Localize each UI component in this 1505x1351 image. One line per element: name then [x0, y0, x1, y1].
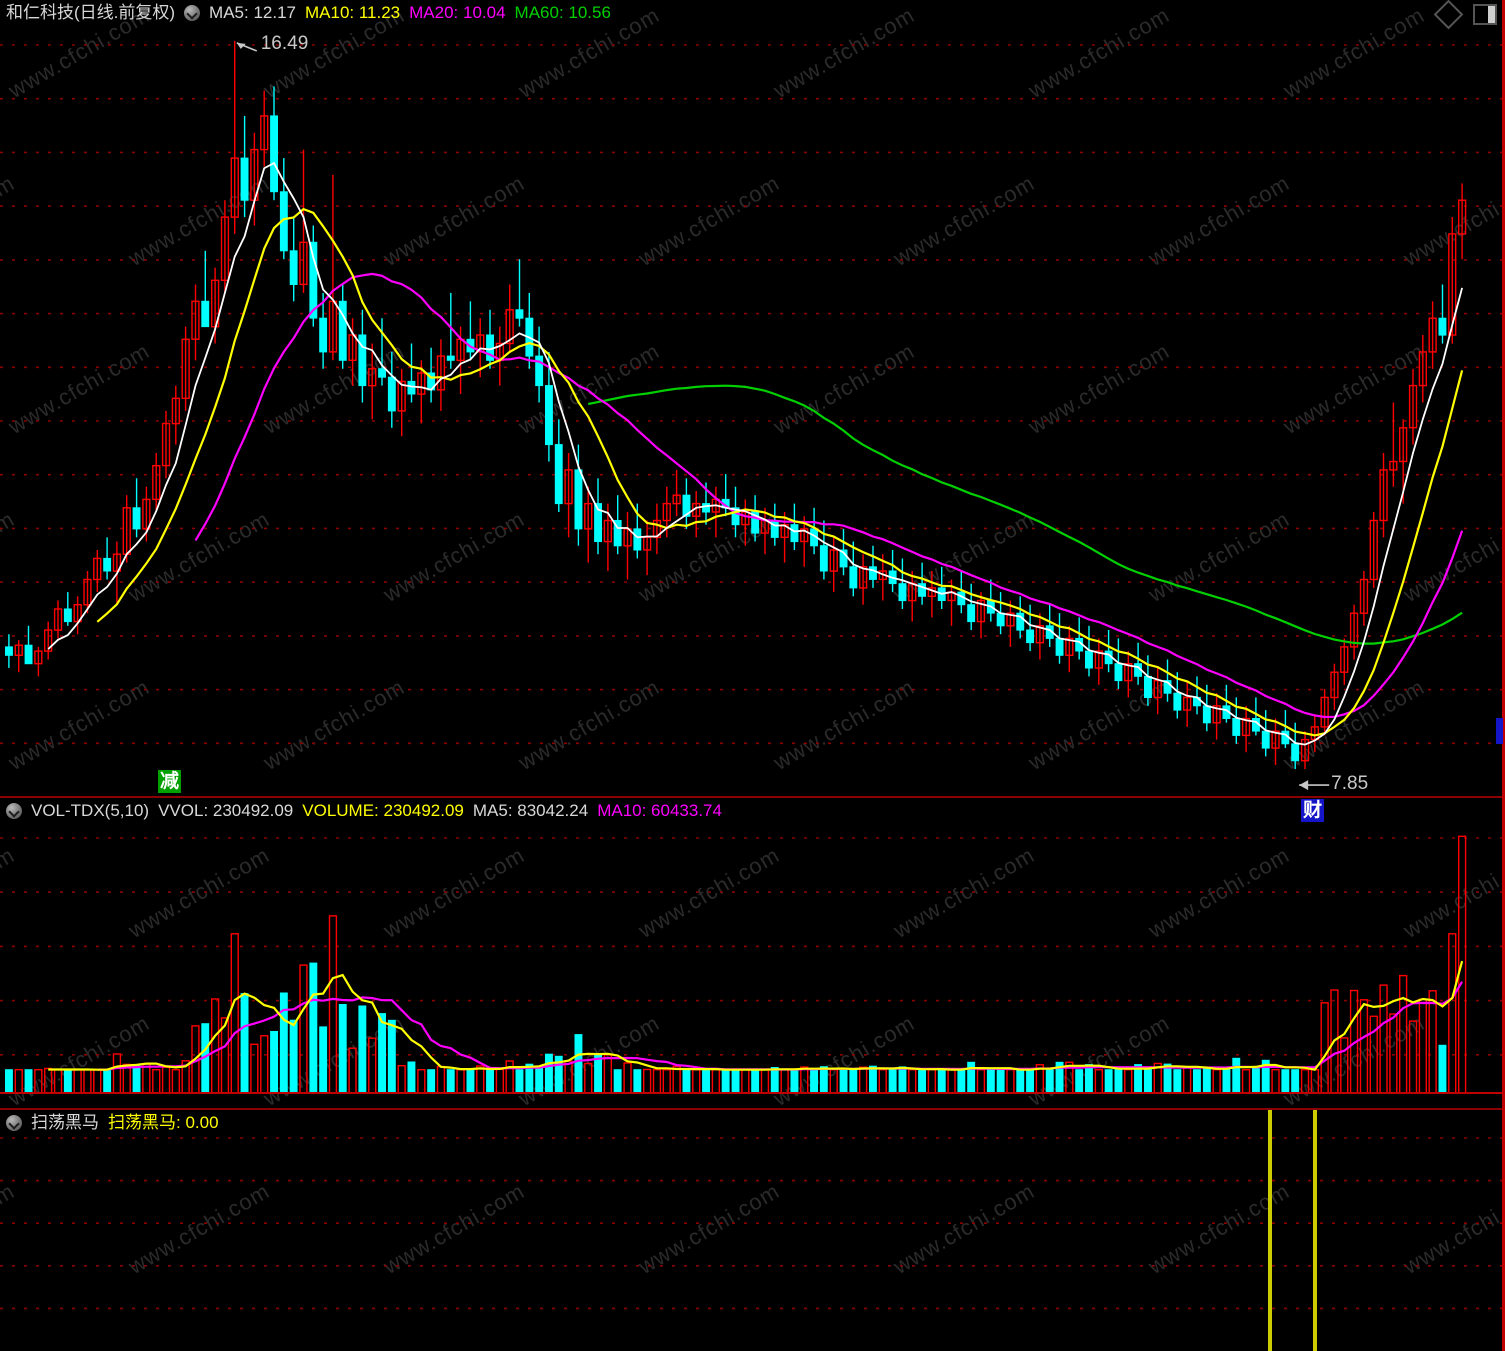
reduce-marker[interactable]: 减: [158, 770, 182, 793]
price-panel-header: 和仁科技(日线.前复权) MA5: 12.17 MA10: 11.23 MA20: 1…: [0, 0, 620, 26]
finance-marker[interactable]: 财: [1301, 799, 1325, 823]
ma5-legend: MA5: 12.17: [209, 3, 296, 22]
volume-ma10-value: MA10: 60433.74: [597, 801, 722, 820]
chevron-down-circle-icon[interactable]: [184, 5, 201, 21]
volume-ma5-value: MA5: 83042.24: [472, 801, 589, 820]
indicator-value: 扫荡黑马: 0.00: [108, 1113, 219, 1132]
chevron-down-circle-icon[interactable]: [6, 803, 22, 819]
diamond-icon[interactable]: [1433, 0, 1464, 30]
window-controls: [1433, 0, 1497, 30]
volume-indicator-name: VOL-TDX(5,10): [31, 801, 150, 820]
ma20-legend: MA20: 10.04: [409, 3, 506, 22]
high-price-label: 16.49: [260, 32, 309, 54]
volume-value: VOLUME: 230492.09: [302, 801, 464, 820]
price-chart-canvas[interactable]: [0, 0, 1505, 797]
vvol-value: VVOL: 230492.09: [158, 801, 294, 820]
volume-panel: [0, 798, 1505, 1109]
split-pane-icon[interactable]: [1473, 4, 1497, 25]
ma60-legend: MA60: 10.56: [514, 3, 611, 22]
panel-separator-1: [0, 796, 1505, 798]
chevron-down-circle-icon[interactable]: [6, 1115, 22, 1131]
right-axis-border: [1502, 0, 1505, 1351]
panel-separator-2: [0, 1108, 1505, 1110]
indicator-panel-header: 扫荡黑马 扫荡黑马: 0.00: [0, 1110, 228, 1136]
volume-chart-canvas[interactable]: [0, 798, 1505, 1109]
indicator-panel: [0, 1110, 1505, 1351]
indicator-chart-canvas[interactable]: [0, 1110, 1505, 1351]
low-price-label: 7.85: [1331, 773, 1369, 795]
price-title: 和仁科技(日线.前复权): [6, 3, 176, 22]
edge-marker[interactable]: [1496, 718, 1503, 744]
indicator-name: 扫荡黑马: [31, 1113, 99, 1132]
price-panel: [0, 0, 1505, 797]
volume-panel-header: VOL-TDX(5,10) VVOL: 230492.09 VOLUME: 2304…: [0, 798, 731, 824]
ma10-legend: MA10: 11.23: [305, 3, 401, 22]
